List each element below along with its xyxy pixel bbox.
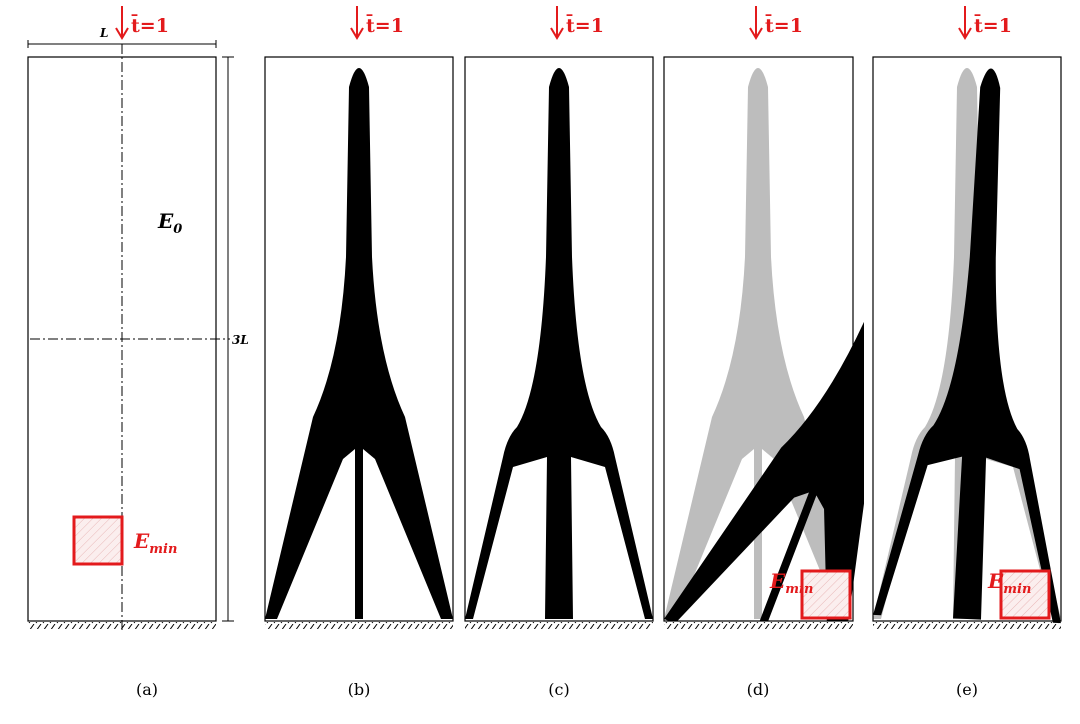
ground	[28, 622, 216, 629]
subscript: min	[1003, 582, 1031, 597]
reference-topology	[664, 68, 852, 619]
subscript: 0	[173, 222, 182, 237]
symbol: E	[157, 209, 174, 233]
load-arrow	[350, 6, 364, 40]
domain	[872, 56, 1062, 622]
load-arrow	[749, 6, 763, 40]
subscript: min	[149, 542, 177, 557]
topology	[873, 64, 1080, 624]
load-arrow	[958, 6, 972, 40]
ground	[664, 622, 853, 629]
ground	[465, 622, 653, 629]
caption: (c)	[548, 680, 569, 699]
caption: (e)	[956, 680, 978, 699]
subscript: min	[785, 582, 813, 597]
symbol: E	[133, 529, 150, 553]
topology	[465, 68, 653, 619]
panel-d: Emin t̄=1 (d)	[663, 6, 864, 699]
caption: (a)	[136, 680, 158, 699]
ground	[265, 622, 453, 629]
void-label: Emin	[987, 569, 1031, 597]
panel-c: t̄=1 (c)	[464, 6, 654, 699]
load-arrow	[115, 6, 129, 40]
panel-a: L 3L E0 Emin t̄=1 (a)	[27, 6, 249, 699]
load-label: t̄=1	[131, 15, 169, 37]
panel-e: Emin t̄=1 (e)	[872, 6, 1080, 699]
void-region	[800, 569, 852, 620]
domain	[663, 56, 854, 622]
void-region	[999, 569, 1051, 620]
symbol: E	[987, 569, 1004, 593]
topology	[265, 68, 453, 619]
load-label: t̄=1	[566, 15, 604, 37]
caption: (d)	[747, 680, 770, 699]
ground	[873, 622, 1061, 629]
material-label: E0	[157, 209, 182, 237]
void-label: Emin	[133, 529, 177, 557]
panel-b: t̄=1 (b)	[264, 6, 454, 699]
domain	[464, 56, 654, 622]
load-label: t̄=1	[974, 15, 1012, 37]
domain	[264, 56, 454, 622]
symbol: E	[769, 569, 786, 593]
load-arrow	[550, 6, 564, 40]
width-label: L	[99, 26, 108, 40]
void-region	[72, 515, 124, 566]
void-label: Emin	[769, 569, 813, 597]
caption: (b)	[348, 680, 371, 699]
height-label: 3L	[232, 333, 249, 347]
load-label: t̄=1	[765, 15, 803, 37]
load-label: t̄=1	[366, 15, 404, 37]
